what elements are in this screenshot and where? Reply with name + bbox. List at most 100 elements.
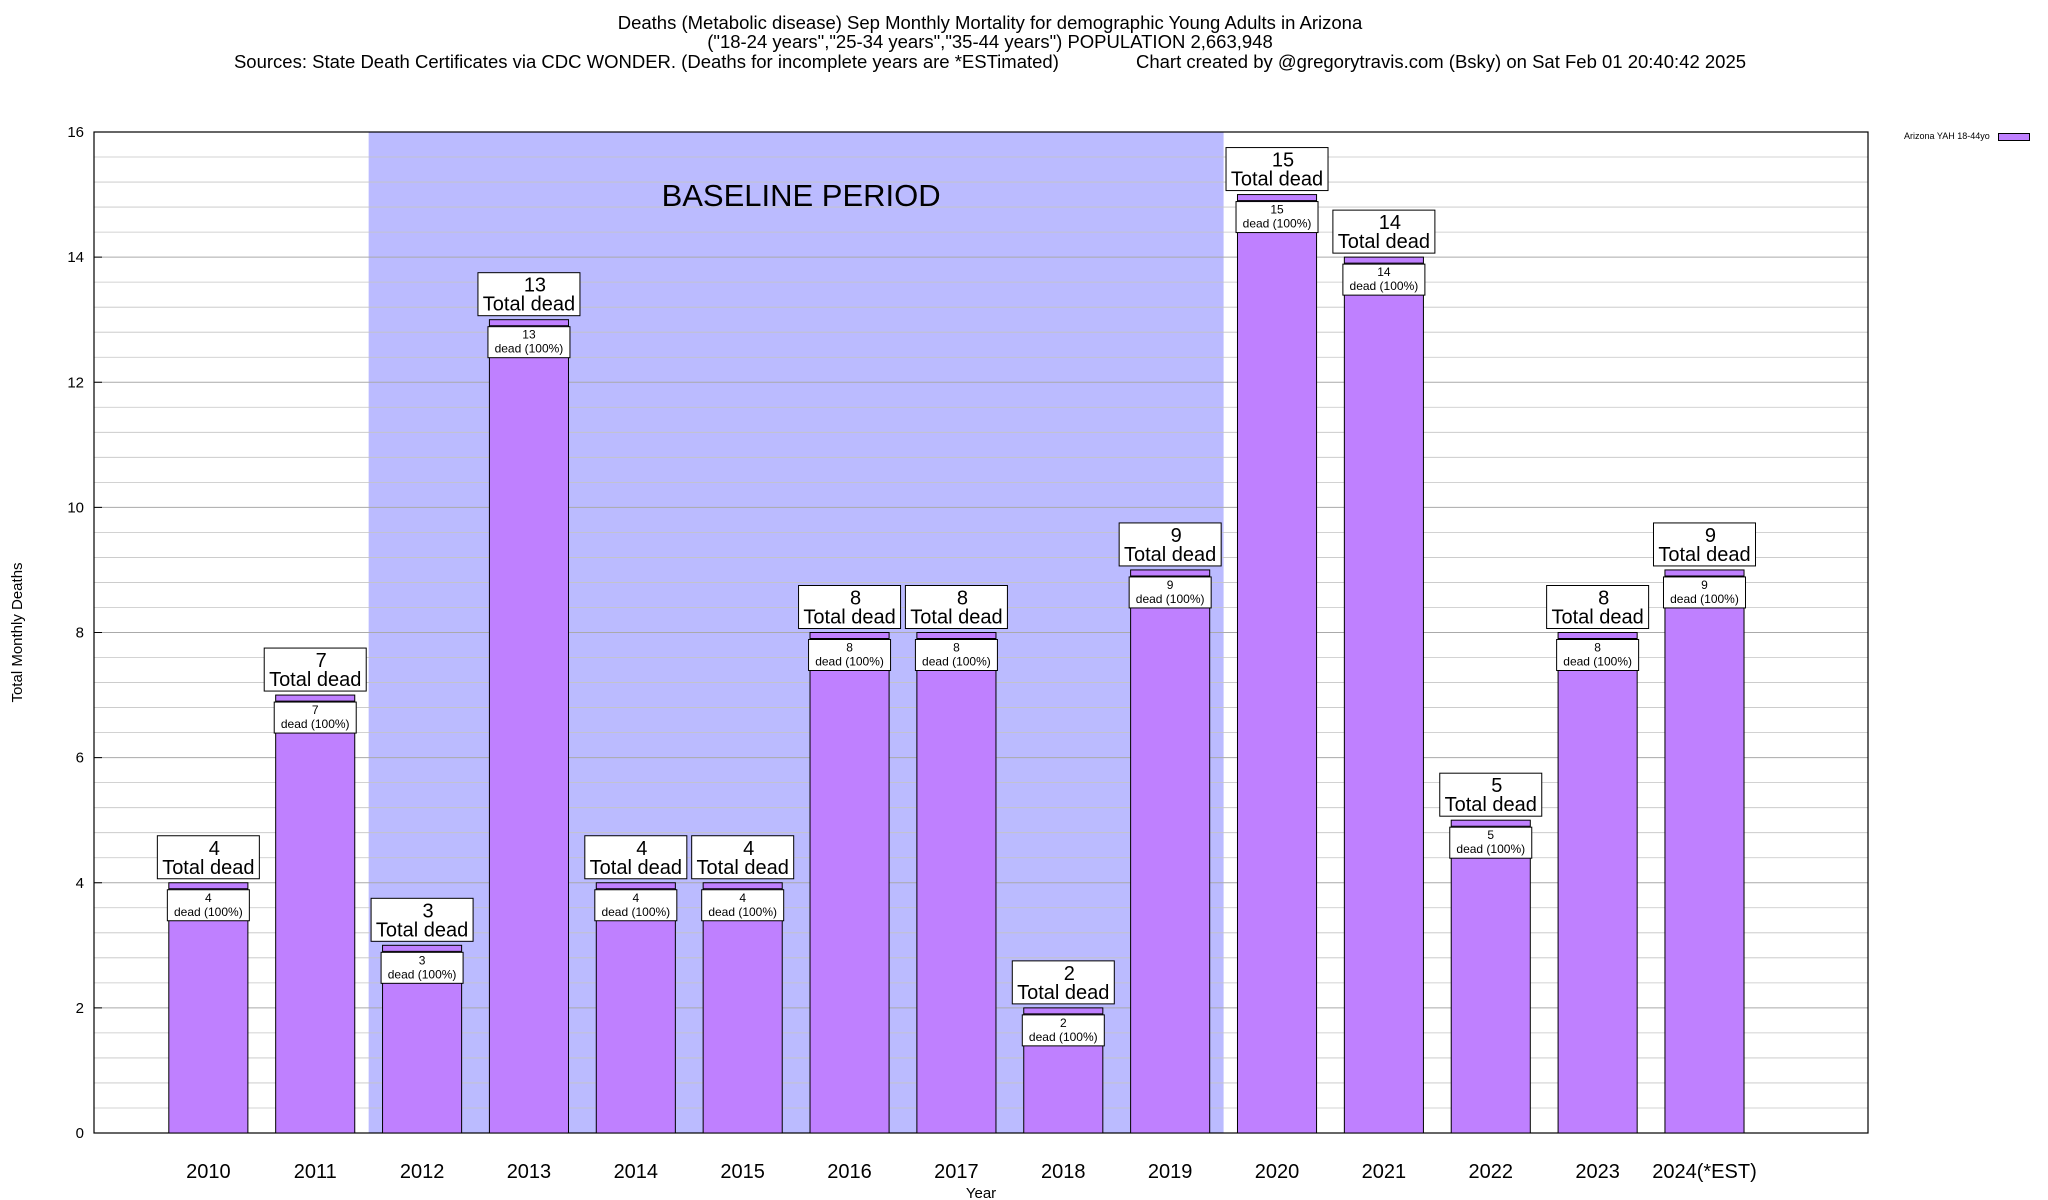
bar-total-label: Total dead — [910, 607, 1002, 629]
x-axis-label: Year — [966, 1185, 996, 1200]
bar-total-label: Total dead — [803, 607, 895, 629]
bar-total-label-box — [798, 585, 902, 629]
bar-inner-label-box — [1556, 639, 1640, 671]
y-tick-label: 16 — [67, 124, 84, 141]
bar-inner-label-box — [1449, 826, 1533, 859]
bar-total-count: 4 — [743, 838, 754, 860]
bar-inner-label: dead (100%) — [174, 905, 243, 919]
bar-total-count: 8 — [957, 588, 968, 610]
bar-total-label-box — [904, 585, 1008, 629]
legend: Arizona YAH 18-44yo — [1904, 131, 2031, 141]
bar-total-label-box — [370, 897, 474, 942]
bar — [1343, 256, 1424, 1134]
legend-swatch — [1998, 132, 2031, 141]
x-tick-label: 2020 — [1255, 1161, 1300, 1183]
bar-total-count: 9 — [1171, 525, 1182, 547]
bar-inner-label: dead (100%) — [922, 655, 991, 669]
bar-inner-label: dead (100%) — [815, 655, 884, 669]
bar-inner-count: 8 — [1594, 641, 1601, 655]
bar-inner-count: 13 — [522, 328, 536, 342]
x-tick-label: 2012 — [400, 1161, 445, 1183]
bar-inner-count: 8 — [953, 641, 960, 655]
bar-total-count: 7 — [316, 650, 327, 672]
bar-inner-label-box — [701, 889, 785, 922]
x-tick-label: 2014 — [614, 1161, 659, 1183]
bar-total-label: Total dead — [1017, 982, 1109, 1004]
bar-inner-count: 8 — [846, 641, 853, 655]
bar-inner-label: dead (100%) — [281, 717, 350, 731]
bar — [1664, 569, 1745, 1134]
bar-total-count: 4 — [209, 838, 220, 860]
x-tick-label: 2013 — [507, 1161, 552, 1183]
bar — [702, 882, 783, 1134]
bar-total-label: Total dead — [1445, 794, 1537, 816]
bar-total-label-box — [1652, 522, 1756, 567]
bar — [1130, 569, 1211, 1134]
bar-total-label-box — [584, 835, 688, 880]
bar — [168, 882, 249, 1134]
bar-inner-label: dead (100%) — [601, 905, 670, 919]
bar — [1450, 819, 1531, 1134]
bar-total-label-box — [1332, 209, 1436, 254]
bar-inner-label: dead (100%) — [1456, 842, 1525, 856]
y-tick-label: 10 — [67, 499, 84, 516]
bar — [1236, 194, 1318, 1134]
bar-total-label-box — [1439, 772, 1543, 817]
y-tick-label: 8 — [76, 625, 84, 642]
bar-inner-count: 4 — [632, 891, 639, 905]
x-tick-label: 2016 — [827, 1161, 872, 1183]
bar — [488, 319, 569, 1134]
bar-inner-label: dead (100%) — [1243, 217, 1312, 231]
bar-total-count: 14 — [1379, 212, 1401, 234]
bar-inner-label: dead (100%) — [708, 905, 777, 919]
bar-total-count: 9 — [1705, 525, 1716, 547]
bar-total-label: Total dead — [376, 919, 468, 941]
bar-total-count: 15 — [1272, 150, 1294, 172]
bar-total-label: Total dead — [1231, 169, 1323, 191]
y-tick-label: 4 — [76, 875, 84, 892]
bar-inner-label-box — [594, 889, 678, 922]
bar-total-count: 2 — [1064, 963, 1075, 985]
bar-total-label: Total dead — [269, 669, 361, 691]
bar-total-label-box — [477, 272, 581, 317]
x-tick-label: 2022 — [1469, 1161, 1514, 1183]
y-tick-label: 14 — [67, 249, 84, 266]
bar-inner-label-box — [1662, 576, 1746, 609]
legend-label: Arizona YAH 18-44yo — [1904, 131, 1990, 141]
bar-total-label: Total dead — [1658, 544, 1750, 566]
bar-inner-count: 3 — [419, 953, 426, 967]
bar-inner-label-box — [273, 701, 357, 734]
x-tick-label: 2023 — [1575, 1161, 1620, 1183]
bar-total-label: Total dead — [1338, 231, 1430, 253]
bar-inner-label-box — [380, 951, 464, 984]
bar — [1557, 632, 1638, 1134]
chart-title-line-3: Sources: State Death Certificates via CD… — [233, 51, 1747, 72]
baseline-region-label: BASELINE PERIOD — [662, 178, 941, 213]
bar-inner-count: 14 — [1377, 265, 1391, 279]
y-tick-label: 12 — [67, 374, 84, 391]
bar-inner-count: 15 — [1270, 203, 1284, 217]
bar-total-label: Total dead — [1124, 544, 1216, 566]
bar-inner-label-box — [1021, 1014, 1105, 1047]
y-tick-label: 0 — [76, 1125, 84, 1142]
bar-total-label-box — [1546, 585, 1650, 629]
bar-inner-count: 4 — [205, 891, 212, 905]
bar-inner-label: dead (100%) — [1350, 279, 1419, 293]
bar-inner-count: 9 — [1167, 578, 1174, 592]
x-tick-label: 2017 — [934, 1161, 979, 1183]
x-tick-label: 2024(*EST) — [1652, 1161, 1757, 1183]
y-tick-label: 6 — [76, 750, 84, 767]
bar-total-count: 8 — [1598, 588, 1609, 610]
bar-total-count: 4 — [636, 838, 647, 860]
chart-title-line-1: Deaths (Metabolic disease) Sep Monthly M… — [617, 12, 1363, 33]
bar-total-label: Total dead — [1551, 607, 1643, 629]
bar-inner-label: dead (100%) — [1136, 592, 1205, 606]
bar-total-label: Total dead — [483, 294, 575, 316]
bar — [275, 694, 356, 1134]
bar-inner-label: dead (100%) — [495, 342, 564, 356]
bar-inner-count: 2 — [1060, 1016, 1067, 1030]
bar-total-label-box — [263, 647, 367, 692]
y-tick-label: 2 — [76, 1000, 84, 1017]
x-tick-label: 2010 — [186, 1161, 231, 1183]
